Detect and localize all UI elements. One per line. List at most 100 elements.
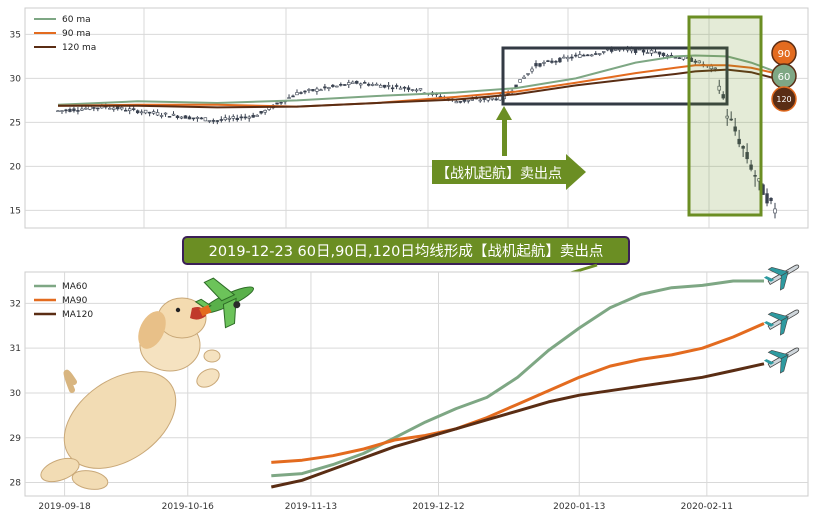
candle [382,84,387,89]
candle [56,110,60,113]
candle [586,53,590,57]
candle [741,145,745,157]
candle [287,94,291,99]
candle [653,49,658,54]
badge-60-label: 60 [778,72,791,83]
top-y-tick-label: 15 [10,206,21,216]
candle [227,115,231,123]
candle [219,116,224,123]
top-grid [25,8,808,228]
badge-120: 120 [771,86,797,112]
candle [745,143,749,164]
candle [522,74,526,79]
candle [187,115,192,120]
top-chart: 15 20 25 30 35 【战机起航】卖出点 90 60 120 [10,7,809,229]
candle [183,115,188,119]
toy-plane-icon [194,277,255,329]
candle [466,99,470,104]
bottom-y-tick-label: 30 [10,389,22,399]
candle [343,84,347,86]
candle [538,63,542,68]
top-moving-averages [57,54,776,109]
top-y-tick-label: 25 [10,118,21,128]
candle [72,106,76,113]
candle [211,118,216,124]
candle [351,80,355,85]
top-legend-60: 60 ma [62,15,91,25]
candle [534,60,538,69]
bottom-x-tick-label: 2020-02-11 [681,502,733,512]
badge-90: 90 [771,40,797,66]
candle [251,112,255,118]
candle [661,52,666,58]
candle [255,114,259,117]
candle [366,82,371,87]
bottom-legend-ma60: MA60 [62,282,88,292]
candle [319,88,323,92]
candle [530,66,534,74]
candle [128,105,132,115]
candle [410,89,415,92]
bottom-y-tick-label: 28 [10,479,22,489]
top-y-tick-label: 20 [10,162,22,172]
candle [518,79,522,83]
candle [374,82,379,86]
sell-label-text: 【战机起航】卖出点 [436,166,562,182]
candle [291,94,295,98]
candle [414,88,419,93]
candle [566,55,570,62]
candle [167,116,172,118]
headline-banner: 2019-12-23 60日,90日,120日均线形成【战机起航】卖出点 [182,236,630,265]
dog-illustration [40,297,221,490]
candle [717,79,721,94]
bottom-legend: MA60 MA90 MA120 [34,282,93,320]
candle [697,60,702,64]
candle [259,111,263,115]
candle [323,83,327,91]
candle [235,114,239,122]
bottom-legend-ma120: MA120 [62,310,93,320]
candle [490,97,494,101]
candle [550,58,554,64]
candle [175,114,180,120]
candle [406,85,411,93]
candle [195,116,200,122]
candle [131,105,136,112]
candle [355,80,359,85]
candle [159,112,164,119]
bottom-y-tick-label: 29 [10,434,22,444]
candle [390,84,395,93]
bottom-series-lines [270,279,765,489]
airplane-icon [763,264,800,291]
candle [207,120,212,124]
top-ma-line-60-ma [57,54,776,106]
candle [143,109,148,115]
candle [135,109,140,115]
candle [303,90,307,95]
candle [163,112,168,117]
candle [315,86,319,95]
bottom-line-ma120 [270,362,765,489]
candle [76,107,80,115]
candle [215,120,220,125]
candle [171,111,176,116]
candle [64,108,68,114]
candle [645,49,650,54]
bottom-legend-ma90: MA90 [62,296,88,306]
candle [223,114,227,122]
candle [749,159,753,172]
candle [108,106,112,110]
candle [418,88,423,92]
airplane-icon [763,309,800,336]
consolidation-box [501,46,729,106]
candle [574,52,578,58]
candle [92,106,96,112]
candle [347,79,351,88]
candle [582,53,586,57]
bottom-line-ma90 [271,322,765,464]
candle [458,101,463,104]
candle [462,99,466,104]
candle [139,109,144,116]
candle [359,82,363,89]
candle [554,60,558,66]
